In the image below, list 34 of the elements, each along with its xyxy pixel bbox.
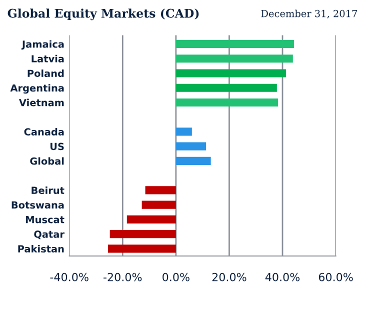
bar [176, 84, 277, 92]
bar [176, 98, 278, 106]
x-tick-label: 20.0% [212, 272, 246, 282]
bar [176, 69, 286, 78]
bar [110, 230, 176, 238]
y-tick-label: Muscat [26, 216, 64, 224]
bar [176, 54, 293, 63]
x-tick-label: -20.0% [104, 272, 142, 282]
x-tick-label: 0.0% [162, 272, 190, 282]
bar [176, 40, 294, 48]
bar [176, 128, 192, 136]
y-tick-label: Poland [28, 70, 64, 78]
chart-subtitle: December 31, 2017 [261, 10, 357, 18]
bar [176, 156, 211, 165]
y-tick-label: US [50, 142, 64, 150]
x-tick-label: -40.0% [50, 272, 88, 282]
y-tick-label: Global [30, 157, 64, 165]
bar [142, 200, 176, 209]
y-tick-label: Botswana [12, 201, 64, 209]
bar [176, 142, 206, 150]
y-tick-label: Latvia [32, 54, 64, 62]
bar [108, 244, 176, 253]
y-tick-label: Jamaica [21, 40, 64, 50]
x-tick-label: 40.0% [265, 272, 300, 282]
bar [145, 186, 176, 194]
y-tick-label: Vietnam [18, 98, 64, 106]
y-tick-label: Qatar [34, 230, 64, 240]
bar [126, 215, 176, 224]
y-tick-label: Canada [24, 128, 64, 136]
y-tick-label: Argentina [10, 84, 64, 94]
y-tick-label: Beirut [32, 186, 64, 194]
x-tick-label: 60.0% [318, 272, 353, 282]
chart-title: Global Equity Markets (CAD) [8, 8, 199, 20]
y-tick-label: Pakistan [18, 244, 64, 253]
